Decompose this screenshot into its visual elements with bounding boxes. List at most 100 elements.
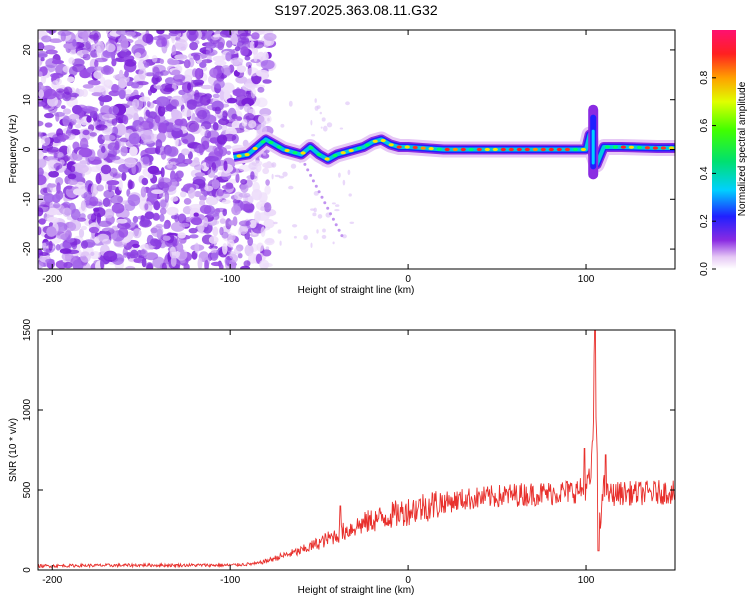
noise-blob <box>144 72 155 77</box>
noise-blob <box>313 207 317 213</box>
noise-blob <box>237 253 243 259</box>
noise-blob <box>310 119 313 126</box>
noise-blob <box>38 89 44 99</box>
noise-blob <box>177 232 186 239</box>
noise-blob <box>44 112 54 119</box>
noise-blob <box>51 59 64 65</box>
noise-blob <box>186 30 199 41</box>
noise-blob <box>55 229 69 240</box>
noise-blob <box>216 189 224 197</box>
noise-blob <box>288 100 293 107</box>
noise-blob <box>142 156 150 165</box>
noise-blob <box>236 116 243 121</box>
noise-blob <box>159 213 165 222</box>
noise-blob <box>38 120 44 127</box>
noise-blob <box>40 57 45 62</box>
noise-blob <box>238 164 251 172</box>
noise-blob <box>250 171 255 180</box>
noise-blob <box>262 123 265 129</box>
noise-blob <box>74 162 87 169</box>
noise-blob <box>347 169 351 175</box>
x-tick-label: -200 <box>42 575 62 586</box>
noise-blob <box>122 247 128 258</box>
noise-blob <box>112 74 127 80</box>
noise-blob <box>224 145 232 150</box>
noise-blob <box>120 38 129 51</box>
noise-blob <box>174 118 184 126</box>
noise-blob <box>86 115 92 123</box>
noise-blob <box>46 207 59 216</box>
noise-blob <box>249 219 257 229</box>
noise-blob <box>225 68 231 77</box>
noise-blob <box>124 70 129 78</box>
noise-blob <box>110 194 123 205</box>
noise-blob <box>204 259 209 269</box>
noise-blob <box>170 177 177 183</box>
noise-blob <box>274 174 281 178</box>
noise-blob <box>249 40 255 50</box>
noise-blob <box>109 35 116 44</box>
track-peak <box>476 147 482 152</box>
noise-blob <box>97 233 110 242</box>
noise-blob <box>59 248 72 254</box>
faint-artifact <box>331 217 335 221</box>
top-x-ticks: -200 -100 0 100 <box>42 30 595 285</box>
noise-blob <box>338 172 341 178</box>
noise-blob <box>117 222 131 230</box>
noise-blob <box>81 89 88 97</box>
noise-blob <box>143 139 155 144</box>
noise-blob <box>209 67 223 79</box>
noise-blob <box>42 45 56 51</box>
noise-blob <box>154 115 161 124</box>
noise-blob <box>221 124 228 132</box>
noise-blob <box>96 72 102 80</box>
noise-blob <box>56 88 65 93</box>
noise-blob <box>70 118 77 126</box>
noise-blob <box>230 33 238 45</box>
noise-blob <box>143 62 150 68</box>
noise-blob <box>348 193 352 197</box>
noise-blob <box>334 209 340 212</box>
noise-blob <box>240 179 248 185</box>
noise-blob <box>125 31 136 37</box>
track-peak <box>244 153 250 157</box>
track-peak <box>444 147 450 152</box>
track-peak <box>492 147 498 152</box>
track-peak <box>340 151 346 155</box>
noise-blob <box>229 251 237 259</box>
noise-blob <box>142 33 154 44</box>
noise-blob <box>243 260 251 267</box>
noise-blob <box>55 78 62 85</box>
noise-blob <box>175 162 189 167</box>
noise-blob <box>203 216 209 228</box>
x-tick-label: -100 <box>220 575 240 586</box>
noise-blob <box>46 146 59 153</box>
noise-blob <box>316 229 319 234</box>
noise-blob <box>198 144 204 156</box>
noise-blob <box>235 173 240 184</box>
noise-blob <box>149 170 163 175</box>
noise-blob <box>253 50 258 62</box>
noise-blob <box>277 229 282 234</box>
track-peak <box>284 148 290 153</box>
x-tick-label: 0 <box>405 575 411 586</box>
noise-blob <box>103 211 114 219</box>
noise-blob <box>102 113 115 121</box>
noise-blob <box>205 196 219 206</box>
noise-blob <box>155 139 163 149</box>
noise-blob <box>177 213 187 224</box>
y-tick-label: 1500 <box>22 318 33 341</box>
noise-blob <box>160 167 165 178</box>
x-tick-label: -200 <box>42 274 62 285</box>
noise-blob <box>66 76 75 83</box>
noise-blob <box>239 224 248 235</box>
noise-blob <box>232 88 246 97</box>
noise-blob <box>193 164 205 171</box>
top-y-ticks: -20 -10 0 10 20 <box>22 44 675 256</box>
noise-blob <box>260 206 266 212</box>
noise-blob <box>218 118 230 126</box>
noise-blob <box>193 54 201 61</box>
noise-blob <box>119 69 124 78</box>
noise-blob <box>219 218 227 224</box>
noise-blob <box>44 122 53 128</box>
